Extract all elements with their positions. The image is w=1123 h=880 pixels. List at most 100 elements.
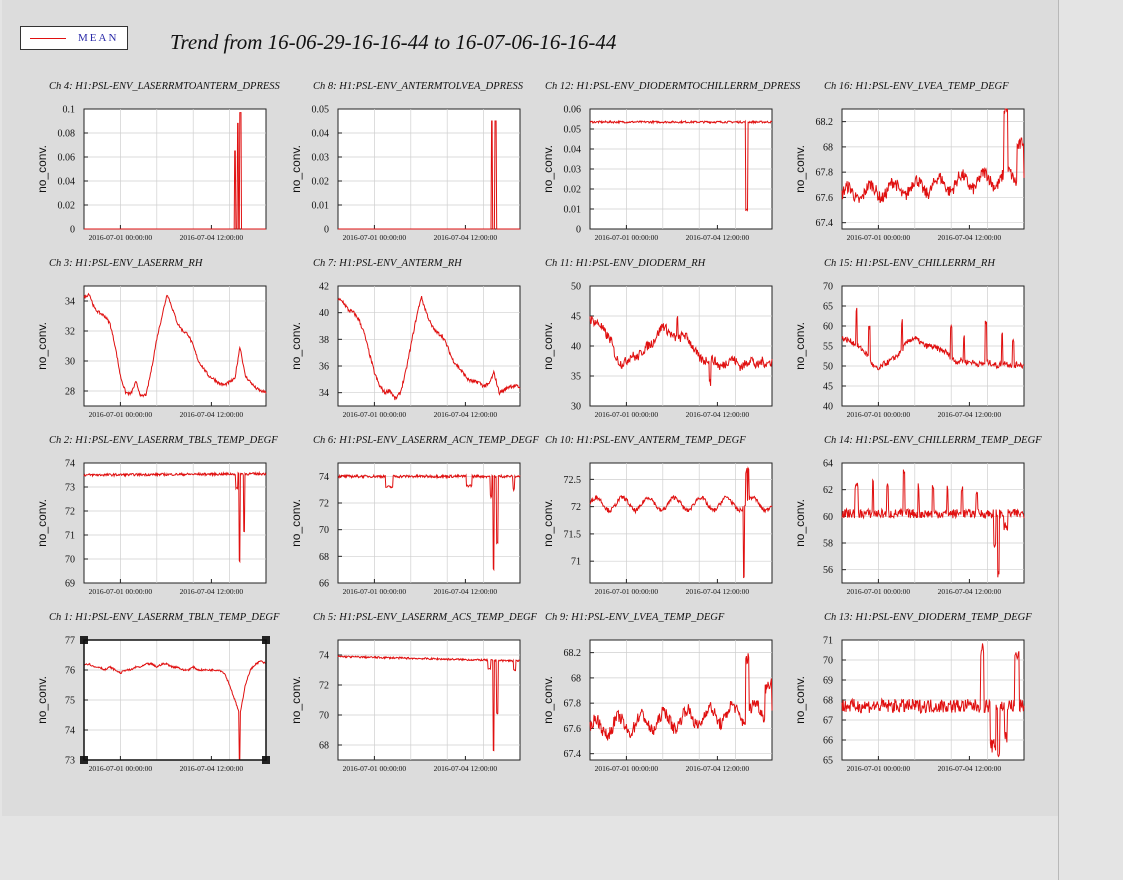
y-tick-label: 0 [70, 225, 75, 236]
y-tick-label: 0.04 [312, 129, 330, 140]
page-title: Trend from 16-06-29-16-16-44 to 16-07-06… [170, 30, 617, 54]
data-line [83, 660, 267, 761]
x-tick-label: 2016-07-04 12:00:00 [938, 233, 1002, 242]
y-tick-label: 50 [823, 362, 833, 373]
y-tick-label: 72 [571, 502, 581, 513]
y-tick-label: 68.2 [816, 117, 834, 128]
chart-title: Ch 16: H1:PSL-ENV_LVEA_TEMP_DEGF [824, 81, 1009, 92]
y-tick-label: 72 [65, 507, 75, 518]
data-line [841, 643, 1025, 758]
chart-panel: Ch 13: H1:PSL-ENV_DIODERM_TEMP_DEGF 65 66 6… [793, 612, 1032, 773]
x-tick-label: 2016-07-01 00:00:00 [343, 410, 407, 419]
y-tick-label: 69 [823, 676, 833, 687]
chart-panel: Ch 9: H1:PSL-ENV_LVEA_TEMP_DEGF 67.4 67.6 6… [541, 612, 773, 773]
x-tick-label: 2016-07-04 12:00:00 [180, 587, 244, 596]
plot-area [337, 108, 521, 230]
y-tick-label: 0.02 [564, 185, 582, 196]
y-tick-label: 72 [319, 499, 329, 510]
y-tick-label: 40 [319, 308, 329, 319]
y-tick-label: 71.5 [564, 529, 582, 540]
chart-panel: Ch 3: H1:PSL-ENV_LASERRM_RH 28 30 32 34 no_co… [35, 258, 267, 419]
plot-area [841, 108, 1025, 230]
y-axis-label: no_conv. [35, 676, 49, 724]
legend-swatch [30, 38, 66, 39]
chart-panel: Ch 14: H1:PSL-ENV_CHILLERRM_TEMP_DEGF 56 5… [793, 435, 1042, 596]
y-tick-label: 67.6 [564, 724, 582, 735]
y-tick-label: 70 [65, 555, 75, 566]
y-tick-label: 77 [65, 636, 75, 647]
y-tick-label: 73 [65, 756, 75, 767]
y-axis-label: no_conv. [289, 499, 303, 547]
y-tick-label: 0.1 [63, 105, 76, 116]
plot-area [337, 639, 521, 761]
y-tick-label: 65 [823, 302, 833, 313]
y-tick-label: 70 [319, 711, 329, 722]
y-axis-label: no_conv. [541, 676, 555, 724]
y-tick-label: 35 [571, 372, 581, 383]
y-tick-label: 45 [571, 312, 581, 323]
y-tick-label: 0.08 [58, 129, 76, 140]
y-tick-label: 68 [571, 673, 581, 684]
window-margin [1058, 0, 1123, 880]
chart-title: Ch 4: H1:PSL-ENV_LASERRMTOANTERM_DPRESS [49, 81, 281, 92]
data-line [337, 295, 521, 401]
y-tick-label: 56 [823, 565, 833, 576]
chart-panel: Ch 12: H1:PSL-ENV_DIODERMTOCHILLERRM_DPR… [541, 81, 801, 242]
chart-panel: Ch 4: H1:PSL-ENV_LASERRMTOANTERM_DPRESS 0… [35, 81, 281, 242]
legend-label: MEAN [78, 32, 119, 44]
chart-title: Ch 1: H1:PSL-ENV_LASERRM_TBLN_TEMP_DEGF [49, 612, 280, 623]
y-tick-label: 73 [65, 483, 75, 494]
y-tick-label: 60 [823, 512, 833, 523]
y-axis-label: no_conv. [793, 676, 807, 724]
x-tick-label: 2016-07-01 00:00:00 [847, 410, 911, 419]
x-tick-label: 2016-07-01 00:00:00 [343, 233, 407, 242]
data-line [589, 119, 773, 212]
x-tick-label: 2016-07-04 12:00:00 [434, 764, 498, 773]
y-tick-label: 71 [823, 636, 833, 647]
plot-area [337, 285, 521, 407]
x-tick-label: 2016-07-04 12:00:00 [434, 587, 498, 596]
y-tick-label: 65 [823, 756, 833, 767]
y-tick-label: 28 [65, 387, 75, 398]
chart-title: Ch 6: H1:PSL-ENV_LASERRM_ACN_TEMP_DEGF [313, 435, 539, 446]
x-tick-label: 2016-07-01 00:00:00 [343, 764, 407, 773]
chart-title: Ch 12: H1:PSL-ENV_DIODERMTOCHILLERRM_DPR… [545, 81, 801, 92]
x-tick-label: 2016-07-04 12:00:00 [180, 233, 244, 242]
y-axis-label: no_conv. [541, 322, 555, 370]
y-tick-label: 0.01 [564, 205, 582, 216]
legend[interactable]: MEAN [20, 26, 128, 50]
data-line [841, 469, 1025, 578]
y-tick-label: 60 [823, 322, 833, 333]
data-line [841, 108, 1025, 203]
y-axis-label: no_conv. [793, 145, 807, 193]
y-tick-label: 68 [823, 142, 833, 153]
y-axis-label: no_conv. [793, 322, 807, 370]
y-tick-label: 0.04 [564, 145, 582, 156]
x-tick-label: 2016-07-01 00:00:00 [89, 233, 153, 242]
y-axis-label: no_conv. [793, 499, 807, 547]
chart-title: Ch 7: H1:PSL-ENV_ANTERM_RH [313, 258, 463, 269]
y-tick-label: 0.02 [58, 201, 76, 212]
chart-title: Ch 10: H1:PSL-ENV_ANTERM_TEMP_DEGF [545, 435, 746, 446]
x-tick-label: 2016-07-01 00:00:00 [89, 587, 153, 596]
x-tick-label: 2016-07-04 12:00:00 [434, 233, 498, 242]
chart-title: Ch 2: H1:PSL-ENV_LASERRM_TBLS_TEMP_DEGF [49, 435, 278, 446]
y-tick-label: 36 [319, 362, 329, 373]
y-tick-label: 66 [823, 736, 833, 747]
data-line [589, 316, 773, 386]
y-tick-label: 0.01 [312, 201, 330, 212]
y-tick-label: 0.06 [58, 153, 76, 164]
x-tick-label: 2016-07-04 12:00:00 [434, 410, 498, 419]
selection-border [83, 639, 267, 761]
y-tick-label: 0 [576, 225, 581, 236]
y-tick-label: 0.05 [564, 125, 582, 136]
y-tick-label: 62 [823, 485, 833, 496]
data-line [589, 653, 773, 741]
y-tick-label: 71 [571, 557, 581, 568]
y-tick-label: 40 [571, 342, 581, 353]
x-tick-label: 2016-07-04 12:00:00 [686, 233, 750, 242]
y-tick-label: 70 [823, 282, 833, 293]
y-axis-label: no_conv. [35, 499, 49, 547]
y-tick-label: 70 [823, 656, 833, 667]
y-tick-label: 0 [324, 225, 329, 236]
